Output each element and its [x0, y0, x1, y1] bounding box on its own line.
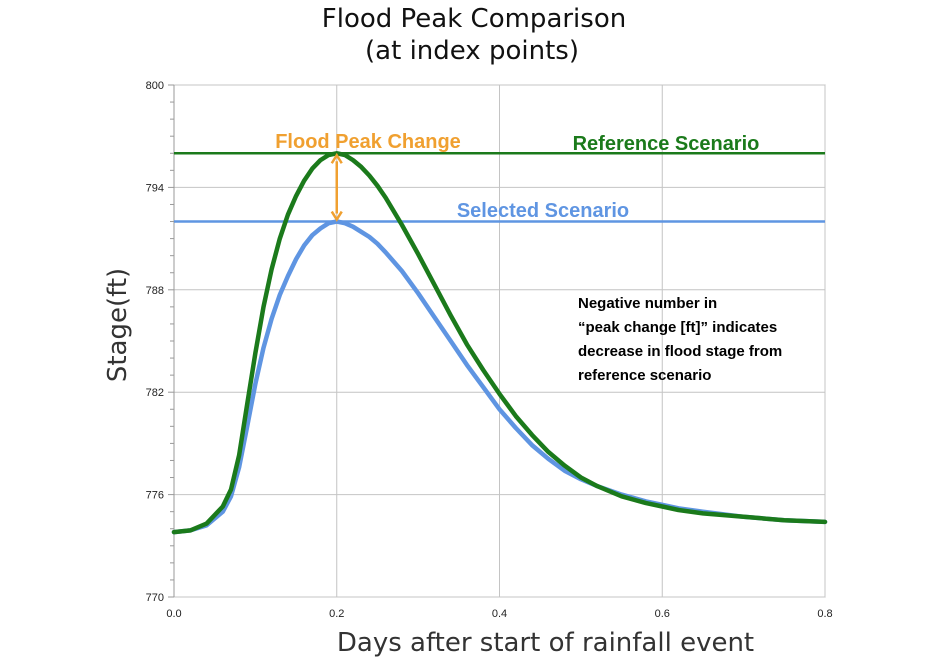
annotation-note: Negative number in “peak change [ft]” in…: [578, 292, 878, 388]
y-tick-label: 794: [146, 182, 164, 194]
annotation-line-2: “peak change [ft]” indicates: [578, 319, 778, 336]
y-tick-label: 782: [146, 387, 164, 399]
x-tick-label: 0.6: [655, 608, 670, 620]
chart-title-line-1: Flood Peak Comparison: [321, 4, 627, 34]
series-layer: [171, 151, 828, 535]
peak-change-arrow-head-up: [330, 152, 343, 164]
peak-change-arrow-head-down: [330, 210, 343, 222]
y-tick-label: 800: [146, 80, 164, 92]
annotation-line-1: Negative number in: [578, 295, 718, 312]
reference-scenario-label: Reference Scenario: [573, 133, 760, 155]
x-tick-label: 0.4: [492, 608, 507, 620]
y-tick-label: 788: [146, 285, 164, 297]
y-tick-label: 776: [146, 490, 164, 502]
grid-lines: [173, 84, 826, 598]
series-line: [171, 151, 828, 535]
peak-change-label: Flood Peak Change: [275, 131, 461, 153]
x-tick-label: 0.8: [817, 608, 832, 620]
annotation-line-4: reference scenario: [578, 367, 712, 384]
x-tick-label: 0.0: [166, 608, 181, 620]
annotation-line-3: decrease in flood stage from: [578, 343, 783, 360]
selected-scenario-label: Selected Scenario: [457, 200, 629, 222]
y-tick-label: 770: [146, 592, 164, 604]
chart-title-line-2: (at index points): [365, 36, 579, 66]
labels-layer: 0.0 0.2 0.4 0.6 0.8 770 776 782 788 794 800 Days af…: [103, 80, 833, 658]
axes: [168, 84, 175, 598]
x-axis-label: Days after start of rainfall event: [337, 628, 754, 658]
x-tick-label: 0.2: [329, 608, 344, 620]
y-axis-label: Stage(ft): [103, 268, 133, 382]
